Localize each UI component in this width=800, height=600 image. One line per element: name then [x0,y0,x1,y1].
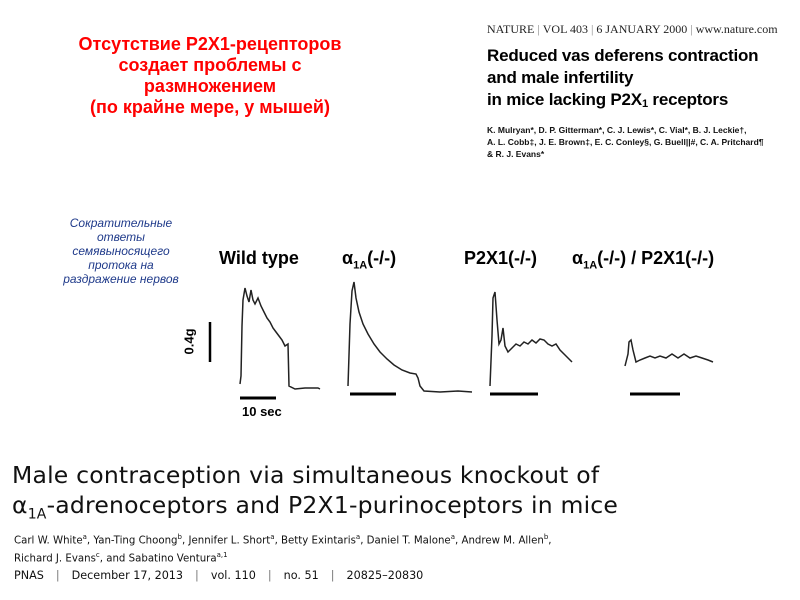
scale-x-label: 10 sec [242,404,282,419]
label-double-knockout: α1A(-/-) / P2X1(-/-) [572,248,714,272]
pnas-paper-title: Male contraception via simultaneous knoc… [12,460,792,530]
author-name: Jennifer L. Short [188,535,271,547]
label-double-text: (-/-) / P2X1(-/-) [597,248,715,268]
caption-line: семявыносящего [72,244,170,258]
nature-authors-line: A. L. Cobb‡, J. E. Brown‡, E. C. Conley§… [487,137,764,147]
caption-line: ответы [96,230,146,244]
contraction-traces-figure: Wild type α1A(-/-) P2X1(-/-) α1A(-/-) / … [182,236,780,436]
pnas-authors: Carl W. Whitea, Yan-Ting Choongb, Jennif… [14,530,794,567]
label-alpha-symbol: α [342,248,354,268]
pnas-title-alpha: α [12,491,28,519]
author-affiliation: b [177,533,182,541]
author-name: Andrew M. Allen [461,535,544,547]
journal-date: 6 JANUARY 2000 [596,22,688,36]
author-affiliation: a [355,533,361,541]
author-name: Yan-Ting Choong [93,535,178,547]
nature-title-line: Reduced vas deferens contraction [487,46,759,65]
pnas-date: December 17, 2013 [71,569,184,582]
caption-line: Сократительные [69,216,173,230]
slide-title: Отсутствие P2X1-рецепторов создает пробл… [40,34,380,118]
trace-p2x1-knockout [489,291,573,387]
pnas-authors-line: Richard J. Evansc, and Sabatino Venturaa… [14,551,228,565]
pnas-title-subscript: 1A [27,506,47,523]
trace-wild-type [239,287,321,390]
slide-title-line: создает проблемы с [118,55,302,75]
label-alpha-text: (-/-) [367,248,397,268]
nature-authors-line: & R. J. Evans* [487,149,545,159]
slide-title-line: размножением [143,76,277,96]
label-double-subscript: 1A [583,259,598,272]
caption-line: раздражение нервов [63,272,179,286]
nature-title-text: in mice lacking P2X [487,90,642,109]
trace-alpha1a-knockout [347,281,473,393]
author-name: Sabatino Ventura [128,553,217,565]
figure-caption: Сократительные ответы семявыносящего про… [44,216,198,286]
nature-title-line: in mice lacking P2X1 receptors [487,89,787,115]
pnas-volume: vol. 110 [210,569,256,582]
label-p2x1-knockout: P2X1(-/-) [464,248,538,268]
scale-y-label: 0.4g [181,328,197,355]
author-affiliation: a [450,533,455,541]
label-alpha-subscript: 1A [353,259,368,272]
nature-title-subscript: 1 [641,98,648,110]
pnas-title-line: Male contraception via simultaneous knoc… [12,461,600,489]
nature-title-text: receptors [647,90,729,109]
journal-volume: VOL 403 [542,22,588,36]
nature-authors: K. Mulryan*, D. P. Gitterman*, C. J. Lew… [487,124,787,160]
pnas-pages: 20825–20830 [346,569,424,582]
caption-line: протока на [88,258,154,272]
nature-paper-title: Reduced vas deferens contraction and mal… [487,45,787,115]
nature-title-line: and male infertility [487,68,634,87]
trace-double-knockout [624,338,714,367]
journal-url: www.nature.com [695,22,778,36]
label-alpha1a-knockout: α1A(-/-) [342,248,396,272]
author-affiliation: a,1 [216,551,228,560]
label-double-alpha: α [572,248,584,268]
label-wild-type: Wild type [219,248,299,268]
pnas-title-line: α1A-adrenoceptors and P2X1-purinoceptors… [12,490,792,530]
author-affiliation: a [82,533,87,541]
author-affiliation: a [270,533,275,541]
slide-title-line: Отсутствие P2X1-рецепторов [78,34,342,54]
nature-header: NATURE | VOL 403 | 6 JANUARY 2000 | www.nature… [487,22,778,36]
nature-authors-line: K. Mulryan*, D. P. Gitterman*, C. J. Lew… [487,125,747,135]
journal-name: NATURE [487,22,535,36]
author-name: Richard J. Evans [14,553,96,565]
pnas-title-text: -adrenoceptors and P2X1-purinoceptors in… [46,491,619,519]
author-name: Betty Exintaris [281,535,356,547]
pnas-journal: PNAS [14,569,44,582]
slide-title-line: (по крайне мере, у мышей) [90,97,330,117]
author-affiliation: b [543,533,549,541]
pnas-authors-line: Carl W. Whitea, Yan-Ting Choongb, Jennif… [14,533,552,547]
pnas-number: no. 51 [283,569,319,582]
author-name: Carl W. White [14,535,83,547]
pnas-citation: PNAS | December 17, 2013 | vol. 110 | no. 51 | 2… [14,569,424,582]
traces-svg [208,281,714,400]
author-name: Daniel T. Malone [366,535,451,547]
author-affiliation: c [95,551,100,560]
nature-paper-citation: NATURE | VOL 403 | 6 JANUARY 2000 | www.nature… [487,22,787,160]
